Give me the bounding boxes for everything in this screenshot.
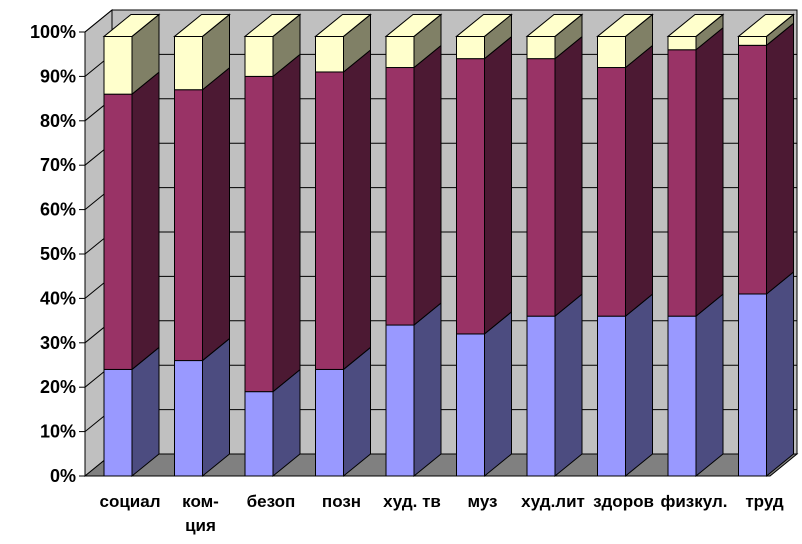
bar-segment-top <box>314 13 372 37</box>
y-tick-label: 50% <box>40 244 76 264</box>
bar-segment <box>456 333 485 477</box>
bar-column <box>102 13 161 478</box>
x-tick-label: безоп <box>247 492 296 511</box>
bar-segment-side <box>484 35 512 335</box>
bar-segment <box>385 35 415 69</box>
y-tick-label: 80% <box>40 111 76 131</box>
bar-segment-top <box>384 13 443 37</box>
bar-segment <box>456 35 485 60</box>
bar-column <box>666 13 725 478</box>
bar-column <box>384 13 443 478</box>
bar-segment <box>667 49 697 317</box>
bar-segment <box>738 44 767 295</box>
bar-segment-side <box>202 66 230 362</box>
bar-segment <box>597 35 626 69</box>
bar-segment-side <box>766 22 794 296</box>
bar-segment-side <box>202 337 230 478</box>
bars <box>102 13 795 478</box>
bar-segment-side <box>131 71 160 371</box>
bar-column <box>314 13 372 478</box>
bar-segment-side <box>695 26 724 318</box>
bar-column <box>173 13 231 478</box>
bar-segment-side <box>766 270 794 478</box>
y-tick-label: 30% <box>40 333 76 353</box>
bar-segment <box>174 360 203 477</box>
x-tick-label: худ.лит <box>521 492 585 511</box>
y-tick-label: 20% <box>40 377 76 397</box>
bar-segment-side <box>413 44 442 327</box>
bar-segment-top <box>102 13 161 37</box>
y-tick-label: 60% <box>40 200 76 220</box>
bar-segment <box>526 315 556 477</box>
bar-segment-side <box>554 293 583 478</box>
x-tick-label: муз <box>467 492 497 511</box>
bar-segment <box>385 67 415 326</box>
bar-segment <box>385 324 415 477</box>
bar-segment <box>244 75 274 393</box>
x-tick-label: позн <box>322 492 361 511</box>
bar-segment <box>103 93 133 370</box>
x-tick-label: ция <box>185 516 216 535</box>
bar-segment <box>667 315 697 477</box>
y-axis-ticks: 0% 10% 20% 30% 40% 50% 60% 70% 80% 90% 100% <box>30 22 85 486</box>
bar-segment <box>526 35 556 60</box>
bar-segment <box>456 58 485 335</box>
bar-segment-top <box>243 13 302 37</box>
y-tick-label: 40% <box>40 288 76 308</box>
x-axis-ticks: социал ком-ция безоп позн худ. тв муз худ.лит з… <box>100 492 784 535</box>
bar-segment <box>738 293 767 477</box>
bar-column <box>525 13 584 478</box>
bar-column <box>737 13 795 478</box>
bar-segment-side <box>695 293 724 478</box>
bar-segment-side <box>625 293 653 478</box>
x-tick-label: труд <box>745 492 784 511</box>
bar-segment-side <box>554 35 583 318</box>
bar-segment <box>174 35 203 91</box>
x-tick-label: социал <box>100 492 161 511</box>
y-tick-label: 10% <box>40 422 76 442</box>
bar-segment <box>597 67 626 317</box>
bar-segment <box>597 315 626 477</box>
bar-segment <box>526 58 556 317</box>
x-tick-label: физкул. <box>660 492 727 511</box>
bar-segment-top <box>737 13 795 37</box>
x-tick-label: здоров <box>593 492 654 511</box>
y-tick-label: 70% <box>40 155 76 175</box>
bar-segment <box>103 35 133 95</box>
bar-segment <box>315 71 344 370</box>
bar-segment <box>244 35 274 77</box>
bar-segment-top <box>525 13 584 37</box>
bar-segment <box>315 368 344 477</box>
bar-segment-top <box>666 13 725 37</box>
bar-segment <box>174 89 203 362</box>
y-tick-label: 90% <box>40 66 76 86</box>
bar-segment <box>244 391 274 477</box>
y-tick-label: 0% <box>50 466 76 486</box>
bar-segment <box>103 368 133 477</box>
bar-segment <box>667 35 697 51</box>
bar-segment-side <box>272 53 301 393</box>
bar-segment-side <box>343 48 371 371</box>
bar-segment-top <box>596 13 654 37</box>
bar-segment-side <box>413 301 442 478</box>
x-tick-label: ком- <box>182 492 219 511</box>
bar-segment <box>315 35 344 73</box>
bar-segment-side <box>484 310 512 478</box>
y-tick-label: 100% <box>30 22 76 42</box>
x-tick-label: худ. тв <box>383 492 441 511</box>
bar-segment-top <box>173 13 231 37</box>
bar-segment <box>738 35 767 46</box>
bar-column <box>596 13 654 478</box>
bar-column <box>243 13 302 478</box>
bar-column <box>455 13 513 478</box>
bar-segment-top <box>455 13 513 37</box>
gridline <box>84 9 797 33</box>
bar-segment-side <box>625 44 653 318</box>
